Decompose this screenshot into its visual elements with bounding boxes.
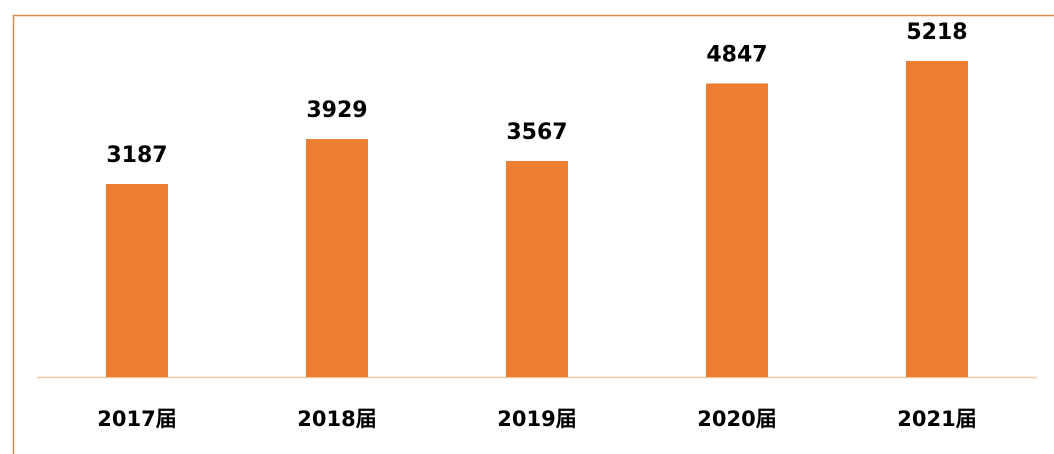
- value-label: 3187: [106, 143, 167, 168]
- bar: [706, 83, 768, 377]
- x-tick-label: 2017届: [97, 407, 176, 431]
- x-tick-label: 2020届: [697, 407, 776, 431]
- frame: [12, 14, 1054, 454]
- value-label: 4847: [706, 42, 767, 67]
- bar: [906, 61, 968, 377]
- x-tick-label: 2019届: [497, 407, 576, 431]
- value-label: 3929: [306, 98, 367, 123]
- bar: [306, 139, 368, 377]
- x-tick-label: 2018届: [297, 407, 376, 431]
- bar: [506, 160, 568, 377]
- value-label: 3567: [506, 120, 567, 145]
- value-label: 5218: [906, 20, 967, 45]
- bar: [106, 183, 168, 377]
- x-tick-label: 2021届: [897, 407, 976, 431]
